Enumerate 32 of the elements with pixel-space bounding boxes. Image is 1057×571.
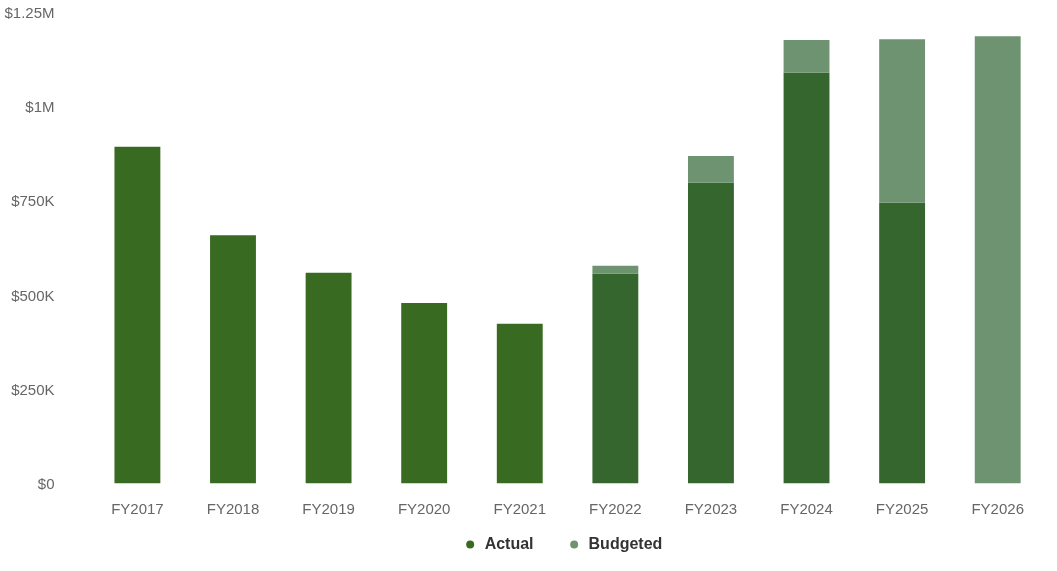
bar — [688, 182, 734, 484]
legend-label: Actual — [484, 535, 534, 553]
x-tick-label: FY2019 — [302, 499, 355, 517]
x-tick-label: FY2020 — [397, 499, 451, 517]
bar — [305, 272, 352, 484]
x-tick-label: FY2026 — [971, 499, 1024, 517]
bar — [496, 323, 543, 484]
x-tick-label: FY2023 — [684, 499, 738, 517]
y-tick-label: $1M — [25, 98, 55, 116]
x-tick-label: FY2024 — [780, 499, 833, 517]
bar — [210, 235, 256, 484]
x-tick-label: FY2022 — [589, 499, 642, 517]
x-tick-label: FY2017 — [111, 499, 164, 517]
bar — [783, 40, 830, 73]
bar — [592, 273, 639, 484]
bar — [783, 72, 830, 484]
bar — [879, 39, 926, 203]
y-tick-label: $250K — [11, 380, 55, 398]
bar — [592, 265, 639, 274]
y-tick-label: $750K — [11, 192, 55, 210]
bar — [879, 202, 926, 484]
bar — [974, 36, 1021, 484]
x-tick-label: FY2018 — [206, 499, 260, 517]
y-tick-label: $500K — [11, 286, 55, 304]
bar — [688, 156, 734, 183]
x-tick-label: FY2025 — [875, 499, 929, 517]
y-tick-label: $1.25M — [4, 4, 55, 21]
bar — [114, 146, 161, 484]
y-tick-label: $0 — [37, 475, 55, 492]
legend-label: Budgeted — [588, 535, 663, 553]
bar — [401, 303, 448, 484]
x-tick-label: FY2021 — [493, 499, 547, 517]
